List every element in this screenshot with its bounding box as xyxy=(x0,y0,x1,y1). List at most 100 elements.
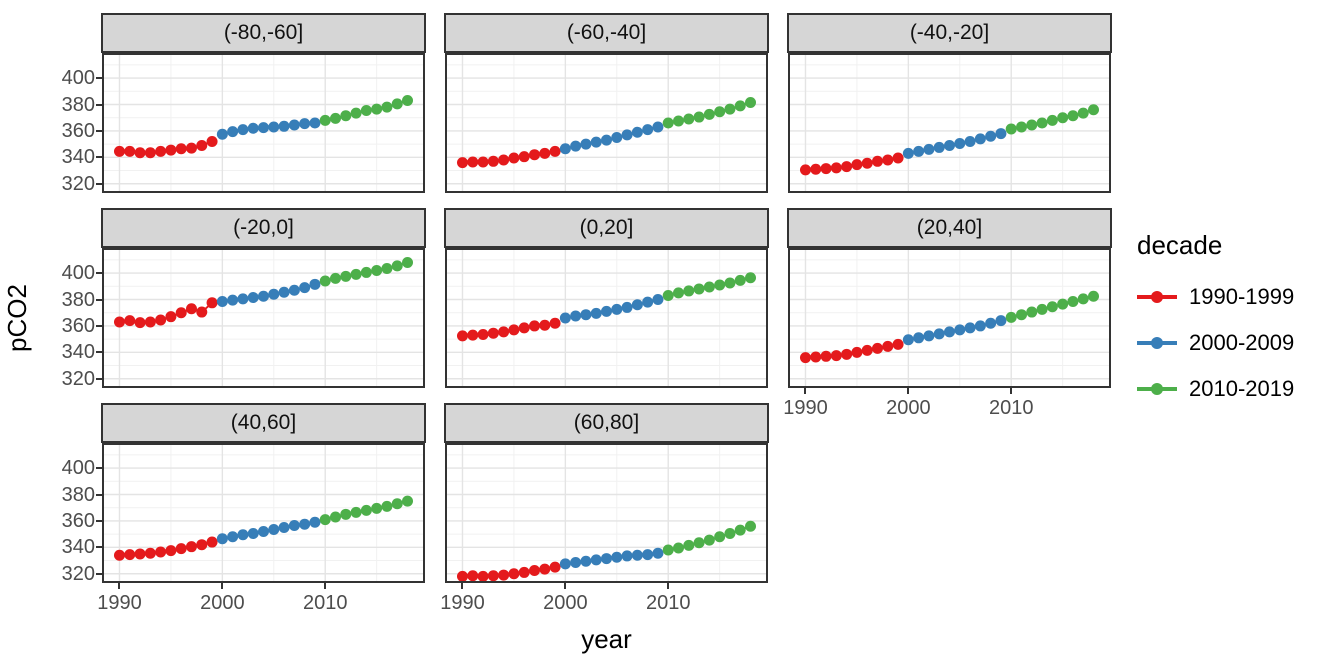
data-point xyxy=(892,338,904,350)
data-point xyxy=(165,545,177,557)
data-point xyxy=(402,495,414,507)
facet-label: (20,40] xyxy=(916,216,983,239)
facet-panel xyxy=(788,53,1111,193)
data-point xyxy=(673,287,685,299)
data-point xyxy=(985,130,997,142)
data-point xyxy=(278,120,290,132)
data-point xyxy=(590,554,602,566)
x-tick-label: 1990 xyxy=(97,592,142,614)
data-point xyxy=(841,161,853,173)
data-point xyxy=(995,315,1007,327)
data-point xyxy=(810,163,822,175)
data-point xyxy=(268,524,280,536)
facet-panel xyxy=(102,443,425,583)
data-point xyxy=(1057,112,1069,124)
x-tick-mark xyxy=(564,583,567,589)
data-point xyxy=(974,133,986,145)
legend-key-icon xyxy=(1137,335,1177,351)
data-point xyxy=(1088,104,1100,116)
facet-label: (60,80] xyxy=(573,411,640,434)
data-point xyxy=(216,128,228,140)
data-point xyxy=(360,104,372,116)
data-point xyxy=(247,122,259,134)
data-point xyxy=(902,147,914,159)
data-point xyxy=(683,285,695,297)
data-point xyxy=(155,546,167,558)
y-tick-mark xyxy=(96,324,102,327)
data-point xyxy=(227,531,239,543)
data-point xyxy=(851,159,863,171)
facet-strip: (60,80] xyxy=(444,403,769,443)
data-point xyxy=(693,111,705,123)
data-point xyxy=(559,558,571,570)
data-point xyxy=(913,145,925,157)
y-tick-label: 360 xyxy=(61,509,95,532)
data-point xyxy=(175,307,187,319)
data-point xyxy=(724,277,736,289)
y-tick-label: 380 xyxy=(61,288,95,311)
facet-strip: (40,60] xyxy=(101,403,426,443)
data-point xyxy=(820,350,832,362)
data-point xyxy=(861,157,873,169)
y-tick-mark xyxy=(96,546,102,549)
data-point xyxy=(841,348,853,360)
y-tick-label: 340 xyxy=(61,341,95,364)
data-point xyxy=(113,145,125,157)
data-point xyxy=(237,293,249,305)
data-point xyxy=(381,262,393,274)
data-point xyxy=(851,346,863,358)
data-point xyxy=(703,534,715,546)
data-point xyxy=(1026,119,1038,131)
y-tick-mark xyxy=(96,298,102,301)
data-point xyxy=(703,108,715,120)
data-point xyxy=(247,527,259,539)
data-point xyxy=(539,563,551,575)
data-point xyxy=(155,314,167,326)
data-point xyxy=(1005,311,1017,323)
data-point xyxy=(487,570,499,582)
data-point xyxy=(652,121,664,133)
y-tick-mark xyxy=(96,156,102,159)
x-tick-mark xyxy=(907,388,910,394)
facet-strip: (-20,0] xyxy=(101,208,426,248)
data-point xyxy=(642,549,654,561)
data-point xyxy=(124,549,136,561)
data-point xyxy=(319,275,331,287)
data-point xyxy=(964,322,976,334)
facet-strip: (-80,-60] xyxy=(101,13,426,53)
y-tick-label: 380 xyxy=(61,93,95,116)
data-point xyxy=(923,143,935,155)
data-point xyxy=(611,303,623,315)
data-point xyxy=(144,547,156,559)
data-point xyxy=(1057,298,1069,310)
data-point xyxy=(498,154,510,166)
data-point xyxy=(247,292,259,304)
data-point xyxy=(185,142,197,154)
data-point xyxy=(381,101,393,113)
legend-entries: 1990-1999 2000-2009 2010-2019 xyxy=(1137,283,1294,403)
data-point xyxy=(1016,121,1028,133)
data-point xyxy=(319,114,331,126)
data-point xyxy=(580,309,592,321)
facet-strip: (0,20] xyxy=(444,208,769,248)
y-tick-mark xyxy=(96,493,102,496)
data-point xyxy=(745,520,757,532)
data-point xyxy=(258,122,269,134)
x-tick-label: 1990 xyxy=(440,592,485,614)
x-axis-title: year xyxy=(581,624,632,654)
data-point xyxy=(124,145,136,157)
data-point xyxy=(113,549,125,561)
y-tick-mark xyxy=(96,519,102,522)
data-point xyxy=(714,106,726,118)
data-point xyxy=(621,301,633,313)
x-tick-mark xyxy=(804,388,807,394)
data-point xyxy=(621,129,633,141)
data-point xyxy=(611,132,623,144)
data-point xyxy=(477,156,489,168)
data-point xyxy=(549,145,561,157)
facet-panel xyxy=(788,248,1111,388)
data-point xyxy=(601,553,612,565)
legend-entry-label: 2000-2009 xyxy=(1189,330,1295,355)
data-point xyxy=(1046,301,1058,313)
data-point xyxy=(631,126,643,138)
